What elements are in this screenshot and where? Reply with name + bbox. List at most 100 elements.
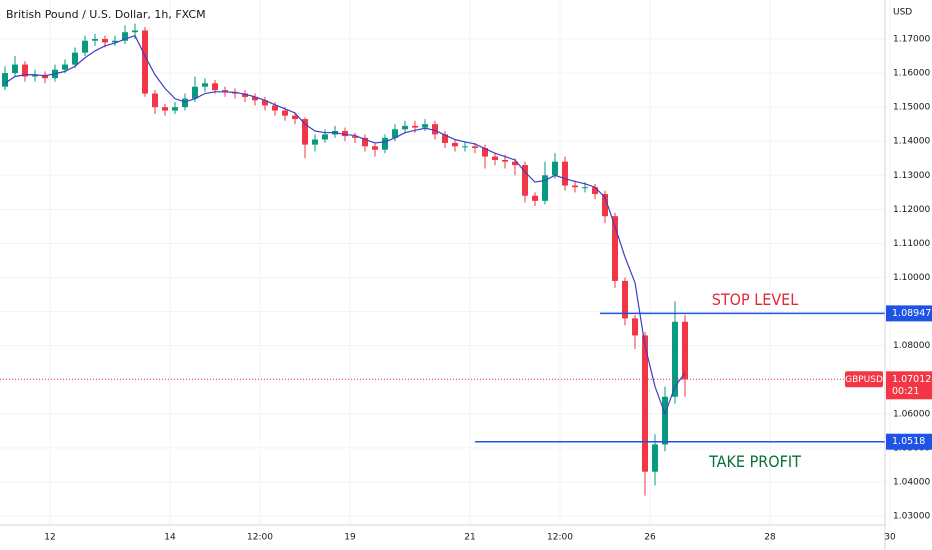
y-tick-label: 1.17000 <box>893 35 930 45</box>
y-tick-label: 1.13000 <box>893 171 930 181</box>
candle-body <box>522 165 528 196</box>
candle-body <box>422 124 428 128</box>
level-label: TAKE PROFIT <box>708 452 801 471</box>
candle-body <box>262 100 268 106</box>
candle-body <box>192 86 198 99</box>
y-tick-label: 1.06000 <box>893 409 930 419</box>
candle-body <box>672 321 678 397</box>
y-tick-label: 1.16000 <box>893 69 930 79</box>
candle-body <box>532 195 538 201</box>
candle-body <box>302 119 308 145</box>
candle-body <box>572 185 578 188</box>
last-price-tag <box>886 371 932 400</box>
candle-body <box>212 83 218 91</box>
x-tick-label: 14 <box>164 533 176 543</box>
y-tick-label: 1.08000 <box>893 341 930 351</box>
candle-body <box>272 105 278 111</box>
candle-body <box>2 73 8 87</box>
candle-body <box>552 161 558 176</box>
x-tick-label: 26 <box>644 533 656 543</box>
level-price-tag <box>886 433 932 450</box>
y-tick-label: 1.15000 <box>893 103 930 113</box>
x-tick-label: 21 <box>464 533 475 543</box>
candle-body <box>42 74 48 79</box>
y-tick-label: 1.11000 <box>893 239 930 249</box>
y-tick-label: 1.03000 <box>893 512 930 522</box>
candle-body <box>102 39 108 43</box>
candle-body <box>252 96 258 101</box>
candle-body <box>392 129 398 138</box>
plot <box>0 23 885 496</box>
moving-average <box>4 34 686 416</box>
candle-body <box>512 161 518 166</box>
symbol-tag <box>845 371 883 388</box>
candle-body <box>612 216 618 281</box>
candle-body <box>382 137 388 150</box>
candle-body <box>112 40 118 43</box>
candle-body <box>222 90 228 92</box>
symbol-label: GBPUSD <box>845 375 883 385</box>
level-price: 1.0518 <box>892 436 925 447</box>
level-label: STOP LEVEL <box>712 290 799 309</box>
x-tick-label: 12:00 <box>547 533 573 543</box>
chart-title: British Pound / U.S. Dollar, 1h, FXCM <box>6 8 206 21</box>
candle-body <box>282 110 288 116</box>
candle-body <box>152 93 158 108</box>
x-tick-label: 30 <box>884 533 896 543</box>
candle-body <box>402 125 408 130</box>
candle-body <box>142 30 148 94</box>
x-tick-label: 28 <box>764 533 776 543</box>
y-tick-label: 1.14000 <box>893 137 930 147</box>
candle-body <box>592 187 598 195</box>
candle-body <box>622 280 628 319</box>
candle-body <box>342 131 348 137</box>
candle-body <box>82 40 88 53</box>
candle-body <box>62 64 68 70</box>
y-tick-label: 1.12000 <box>893 205 930 215</box>
candle-body <box>292 115 298 120</box>
candle-body <box>682 321 688 380</box>
candle-body <box>642 335 648 472</box>
overlay: 1.030001.040001.050001.060001.070001.080… <box>44 35 932 543</box>
candle-body <box>632 318 638 336</box>
candle-body <box>432 124 438 135</box>
candle-body <box>502 159 508 162</box>
candle-body <box>172 107 178 111</box>
candle-body <box>312 139 318 145</box>
x-tick-label: 12:00 <box>247 533 273 543</box>
candle-body <box>32 74 38 77</box>
candle-body <box>122 32 128 41</box>
candle-body <box>72 52 78 65</box>
candle-body <box>472 146 478 149</box>
candle-body <box>562 161 568 186</box>
y-tick-label: 1.10000 <box>893 273 930 283</box>
y-tick-label: 1.04000 <box>893 477 930 487</box>
candle-body <box>662 396 668 445</box>
candle-body <box>452 142 458 147</box>
candle-body <box>352 136 358 138</box>
last-price: 1.07012 <box>892 374 931 385</box>
candle-body <box>182 98 188 108</box>
grid <box>0 0 891 525</box>
candle-body <box>362 137 368 147</box>
countdown: 00:21 <box>892 386 919 397</box>
level-price: 1.08947 <box>892 308 931 319</box>
candle-body <box>12 64 18 74</box>
candle-body <box>202 83 208 87</box>
candle-body <box>492 156 498 160</box>
x-tick-label: 19 <box>344 533 356 543</box>
candle-body <box>482 148 488 157</box>
candle-body <box>602 194 608 217</box>
candle-body <box>442 134 448 143</box>
candle-body <box>162 107 168 111</box>
candle-body <box>92 39 98 41</box>
candle-body <box>542 175 548 201</box>
candle-body <box>412 125 418 128</box>
candle-body <box>132 30 138 33</box>
level-price-tag <box>886 305 932 322</box>
candle-body <box>242 93 248 97</box>
candle-body <box>462 146 468 148</box>
candle-body <box>652 444 658 472</box>
candle-body <box>582 187 588 189</box>
candle-body <box>22 64 28 77</box>
